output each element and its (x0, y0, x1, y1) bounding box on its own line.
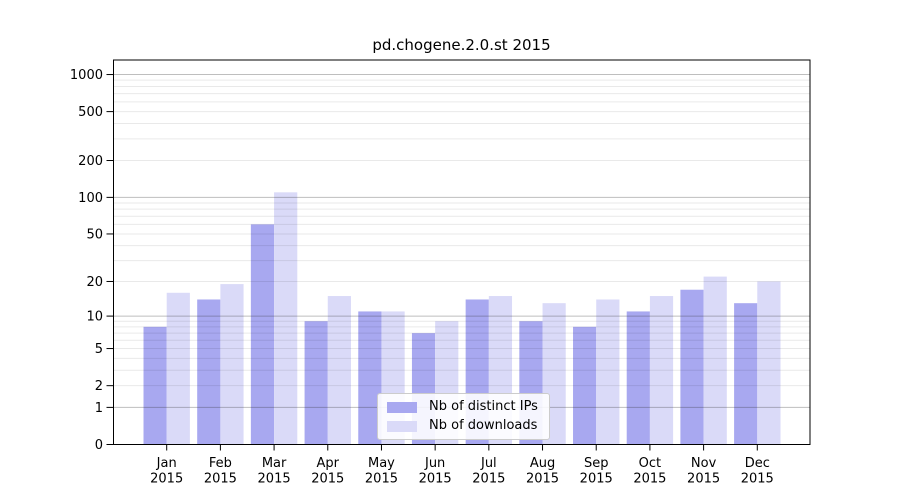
bar-downloads-feb (220, 284, 244, 445)
x-tick-label-month-jul: Jul (480, 456, 497, 471)
x-tick-label-year-jan: 2015 (150, 472, 183, 487)
x-tick-label-year-may: 2015 (365, 472, 398, 487)
x-tick-label-year-nov: 2015 (687, 472, 720, 487)
x-tick-label-year-aug: 2015 (526, 472, 559, 487)
y-tick-label-500: 500 (78, 105, 103, 120)
bar-downloads-dec (757, 281, 781, 445)
y-tick-label-100: 100 (78, 191, 103, 206)
bar-downloads-oct (649, 296, 674, 445)
plot-frame (113, 59, 811, 445)
legend-swatch-downloads (387, 420, 417, 432)
bar-downloads-jan (166, 292, 190, 445)
x-tick-label-year-oct: 2015 (633, 472, 666, 487)
bar-downloads-apr (327, 296, 351, 445)
y-tick-label-5: 5 (95, 342, 103, 357)
y-axis: 0 1 2 5 10 20 50 100 200 500 1000 (70, 68, 114, 453)
x-tick-label-year-jun: 2015 (419, 472, 452, 487)
y-tick-label-50: 50 (86, 227, 103, 242)
bar-distinct-ips-nov (680, 289, 704, 445)
bar-distinct-ips-may (358, 311, 382, 445)
y-tick-label-10: 10 (86, 310, 103, 325)
bar-distinct-ips-sep (573, 326, 597, 445)
legend-item-distinct-ips: Nb of distinct IPs (387, 400, 538, 414)
x-tick-label-month-jun: Jun (424, 456, 445, 471)
y-tick-label-0: 0 (95, 438, 103, 453)
x-tick-label-month-sep: Sep (584, 456, 609, 471)
legend-label-downloads: Nb of downloads (429, 418, 538, 433)
x-tick-label-month-dec: Dec (745, 456, 770, 471)
x-tick-label-year-apr: 2015 (311, 472, 344, 487)
bar-downloads-mar (274, 192, 298, 445)
legend-item-downloads: Nb of downloads (387, 419, 538, 433)
x-axis: Jan2015Feb2015Mar2015Apr2015May2015Jun20… (150, 444, 774, 487)
y-tick-label-200: 200 (78, 154, 103, 169)
bar-downloads-sep (596, 299, 620, 445)
x-tick-label-month-jan: Jan (156, 456, 177, 471)
bar-downloads-nov (703, 276, 727, 445)
y-tick-label-20: 20 (86, 275, 103, 290)
bar-distinct-ips-feb (197, 299, 221, 445)
y-tick-label-2: 2 (95, 379, 103, 394)
legend-label-distinct-ips: Nb of distinct IPs (429, 399, 538, 414)
legend-swatch-distinct-ips (387, 401, 417, 413)
bar-distinct-ips-jan (143, 326, 167, 445)
chart-title: pd.chogene.2.0.st 2015 (372, 36, 551, 54)
bar-distinct-ips-apr (304, 321, 328, 445)
y-tick-label-1000: 1000 (70, 68, 103, 83)
x-tick-label-year-dec: 2015 (741, 472, 774, 487)
grid-minor-group (113, 79, 810, 387)
y-tick-label-1: 1 (95, 401, 103, 416)
legend: Nb of distinct IPs Nb of downloads (377, 393, 550, 440)
x-tick-label-year-sep: 2015 (580, 472, 613, 487)
x-tick-label-month-aug: Aug (530, 456, 555, 471)
x-tick-label-year-mar: 2015 (258, 472, 291, 487)
x-tick-label-year-jul: 2015 (472, 472, 505, 487)
bar-distinct-ips-mar (250, 224, 275, 445)
x-tick-label-month-oct: Oct (639, 456, 661, 471)
x-tick-label-month-may: May (368, 456, 395, 471)
bar-distinct-ips-oct (626, 311, 650, 445)
x-tick-label-month-apr: Apr (317, 456, 340, 471)
x-tick-label-month-mar: Mar (262, 456, 287, 471)
bar-distinct-ips-dec (734, 303, 758, 445)
x-tick-label-month-nov: Nov (691, 456, 717, 471)
x-tick-label-month-feb: Feb (209, 456, 232, 471)
x-tick-label-year-feb: 2015 (204, 472, 237, 487)
